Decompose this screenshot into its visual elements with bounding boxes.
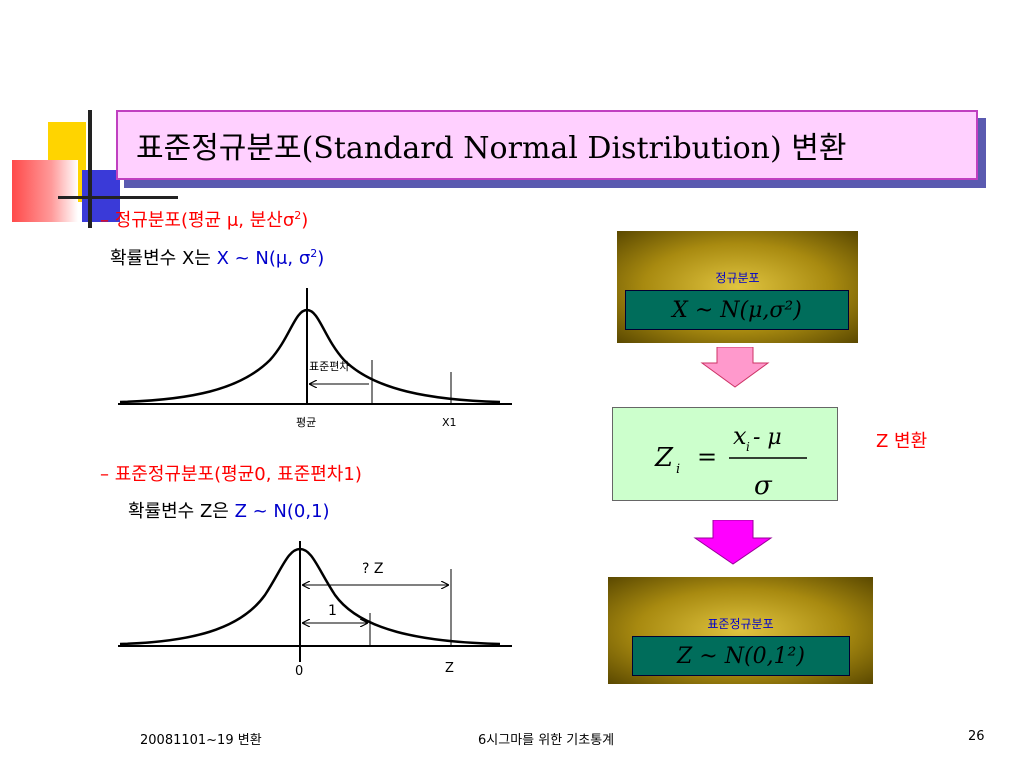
- section1-heading-sup: 2: [294, 209, 302, 222]
- decor-horizontal-line: [58, 196, 178, 199]
- z-numerator-mu: - μ: [753, 425, 782, 450]
- section2-line-prefix: 확률변수 Z은: [128, 501, 235, 522]
- normal-curve-2: ? Z 1 0 Z: [118, 541, 512, 679]
- curve2-bell: [119, 547, 501, 646]
- decor-red-block: [12, 160, 78, 222]
- footer-center: 6시그마를 위한 기초통계: [478, 733, 615, 748]
- section2-line-formula: Z ~ N(0,1): [234, 501, 330, 522]
- curve1-mean-label: 평균: [296, 416, 316, 429]
- section1-line-sup: 2: [310, 247, 318, 260]
- normal-distribution-panel: 정규분포 X ~ N(μ,σ²): [617, 231, 858, 343]
- section2-heading-text: 표준정규분포(평균0, 표준편차1): [114, 464, 362, 485]
- section2-line: 확률변수 Z은 Z ~ N(0,1): [128, 497, 330, 523]
- normal-curve-1: 표준편차 평균 X1: [118, 288, 512, 429]
- panel1-label: 정규분포: [715, 271, 760, 285]
- dash-bullet: –: [100, 464, 109, 485]
- z-numerator-sub: i: [746, 440, 750, 454]
- curve2-qz-label: ? Z: [362, 561, 383, 577]
- z-subscript: i: [676, 462, 680, 477]
- z-symbol: Z: [654, 443, 674, 473]
- panel2-label: 표준정규분포: [707, 617, 774, 631]
- section1-heading-suffix: ): [301, 210, 309, 231]
- section1-line: 확률변수 X는 X ~ N(μ, σ2): [110, 244, 324, 270]
- section2-heading: – 표준정규분포(평균0, 표준편차1): [100, 460, 362, 486]
- z-transform-label: Z 변환: [876, 431, 928, 452]
- down-arrow-2: [693, 520, 773, 565]
- curve2-z-label: Z: [445, 661, 454, 676]
- section1-line-suffix: ): [317, 248, 325, 269]
- down-arrow-1: [700, 347, 770, 388]
- section1-heading-text: 정규분포(평균 μ, 분산σ: [114, 210, 295, 231]
- decor-vertical-line: [88, 110, 92, 228]
- curve1-std-label: 표준편차: [309, 360, 349, 373]
- section1-heading: – 정규분포(평균 μ, 분산σ2): [100, 206, 308, 232]
- section1-line-formula: X ~ N(μ, σ: [216, 248, 311, 269]
- curve2-one-label: 1: [328, 603, 337, 619]
- z-equals: =: [697, 443, 717, 471]
- panel2-formula: Z ~ N(0,1²): [632, 636, 850, 676]
- z-formula-box: Z i = x i - μ σ: [612, 407, 838, 501]
- z-numerator-x: x: [733, 422, 747, 450]
- curve2-zero-label: 0: [295, 664, 303, 679]
- title-box: 표준정규분포(Standard Normal Distribution) 변환: [116, 110, 978, 180]
- z-denominator: σ: [754, 471, 773, 501]
- dash-bullet: –: [100, 210, 109, 231]
- curve1-x1-label: X1: [442, 416, 457, 429]
- section1-line-prefix: 확률변수 X는: [110, 248, 217, 269]
- slide-title: 표준정규분포(Standard Normal Distribution) 변환: [136, 131, 847, 166]
- page-number: 26: [968, 729, 985, 744]
- footer-left: 20081101~19 변환: [140, 733, 262, 748]
- curve1-bell: [119, 308, 501, 404]
- z-formula: Z i = x i - μ σ: [654, 422, 807, 501]
- standard-normal-panel: 표준정규분포 Z ~ N(0,1²): [608, 577, 873, 684]
- panel1-formula: X ~ N(μ,σ²): [625, 290, 849, 330]
